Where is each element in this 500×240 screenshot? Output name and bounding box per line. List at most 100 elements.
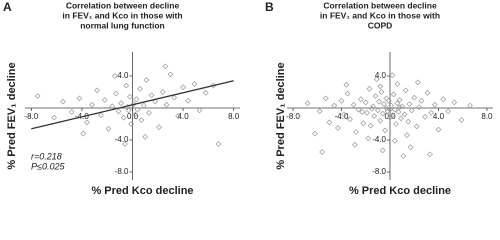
y-tick-label: -4.0 <box>372 135 386 144</box>
data-point <box>319 149 326 155</box>
data-point <box>362 99 369 106</box>
data-point <box>445 108 452 115</box>
data-point <box>109 103 116 110</box>
data-point <box>185 97 192 104</box>
data-point <box>132 111 138 118</box>
data-point <box>404 132 410 139</box>
data-point <box>366 85 373 92</box>
annotation: P≤0.025 <box>31 161 65 171</box>
data-point <box>344 90 351 97</box>
data-point <box>414 79 421 86</box>
x-tick-label: 4.0 <box>433 112 445 121</box>
chart-title: Correlation between decline <box>323 0 437 10</box>
data-point <box>406 101 413 107</box>
data-point <box>408 107 415 114</box>
panel-label: B <box>265 0 274 14</box>
x-tick-label: 0.0 <box>384 112 396 121</box>
y-tick-label: -8.0 <box>372 167 386 176</box>
data-point <box>134 106 141 113</box>
data-point <box>391 137 398 144</box>
data-point <box>111 73 118 79</box>
data-point <box>396 104 403 111</box>
data-point <box>440 96 447 103</box>
x-tick-label: 8.0 <box>481 112 493 121</box>
data-point <box>113 90 119 97</box>
data-point <box>418 97 425 104</box>
data-point <box>395 109 402 115</box>
data-point <box>422 113 429 120</box>
data-point <box>428 109 435 116</box>
x-tick-label: 8.0 <box>228 112 240 121</box>
data-point <box>405 118 412 125</box>
data-point <box>84 119 90 126</box>
data-point <box>127 93 133 100</box>
data-point <box>353 129 359 135</box>
y-tick-label: -4.0 <box>115 135 129 144</box>
data-point <box>143 77 150 83</box>
data-point <box>162 63 169 70</box>
data-point <box>51 114 57 121</box>
data-point <box>364 109 370 116</box>
chart-title: Correlation between decline <box>66 0 180 10</box>
data-point <box>76 95 83 102</box>
data-point <box>431 101 438 108</box>
chart-title: COPD <box>368 20 393 30</box>
data-point <box>196 107 203 114</box>
data-point <box>311 130 318 137</box>
data-point <box>171 94 178 101</box>
data-point <box>394 100 401 107</box>
data-point <box>156 124 162 131</box>
data-point <box>34 93 41 99</box>
chart-title: in FEV₁ and Kco in those with <box>62 10 182 20</box>
data-point <box>351 141 358 148</box>
data-point <box>80 130 87 137</box>
data-point <box>424 89 431 96</box>
data-point <box>137 85 143 92</box>
y-axis-title: % Pred FEV₁ decline <box>275 62 287 169</box>
data-point <box>202 89 209 96</box>
data-point <box>322 95 329 102</box>
data-point <box>376 98 382 105</box>
data-point <box>115 108 122 115</box>
data-point <box>389 112 396 119</box>
data-point <box>379 110 386 117</box>
data-point <box>402 87 409 94</box>
x-axis-title: % Pred Kco decline <box>349 185 451 197</box>
data-point <box>398 115 404 122</box>
data-point <box>146 109 152 116</box>
data-point <box>371 113 378 119</box>
y-tick-label: 4.0 <box>117 71 129 80</box>
data-point <box>142 133 149 140</box>
data-point <box>377 83 384 90</box>
data-point <box>148 92 155 99</box>
data-point <box>128 121 135 127</box>
data-point <box>125 107 132 114</box>
data-point <box>159 89 166 95</box>
data-point <box>374 107 381 114</box>
data-point <box>383 95 390 102</box>
chart-title: in FEV₁ and Kco in those with <box>320 10 440 20</box>
panel-label: A <box>3 0 12 14</box>
data-point <box>94 87 100 94</box>
data-point <box>370 103 376 110</box>
x-tick-label: -4.0 <box>335 112 349 121</box>
x-axis-title: % Pred Kco decline <box>91 185 193 197</box>
data-point <box>365 135 372 142</box>
data-point <box>396 97 403 103</box>
data-point <box>355 106 362 113</box>
data-point <box>378 89 385 95</box>
data-point <box>191 81 198 87</box>
data-point <box>435 126 442 133</box>
data-point <box>360 120 367 127</box>
data-point <box>120 114 127 121</box>
chart-title: normal lung function <box>80 20 165 30</box>
data-point <box>331 102 338 109</box>
data-point <box>400 153 407 159</box>
data-point <box>133 96 140 103</box>
data-point <box>427 151 433 158</box>
data-point <box>401 111 408 118</box>
data-point <box>60 98 66 105</box>
data-point <box>295 113 301 119</box>
data-point <box>316 108 323 115</box>
